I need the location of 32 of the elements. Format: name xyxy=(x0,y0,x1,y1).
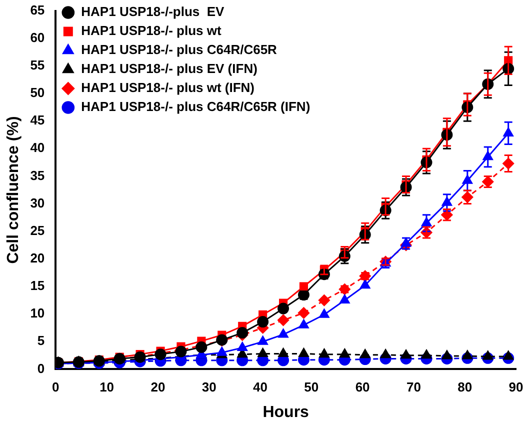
y-tick-label: 20 xyxy=(30,250,45,266)
y-tick-label: 55 xyxy=(30,58,45,73)
y-tick-label: 50 xyxy=(30,85,45,100)
x-tick-label: 40 xyxy=(253,380,268,395)
y-tick-label: 45 xyxy=(30,112,45,128)
y-tick-label: 5 xyxy=(37,333,45,348)
y-tick-label: 15 xyxy=(30,278,45,294)
y-tick-label: 35 xyxy=(30,168,45,183)
x-tick-label: 30 xyxy=(202,380,216,395)
y-tick-label: 40 xyxy=(30,140,45,156)
x-tick-label: 10 xyxy=(100,380,114,395)
x-axis-title: Hours xyxy=(262,404,310,421)
y-axis-title: Cell confluence (%) xyxy=(5,116,22,264)
x-tick-label: 50 xyxy=(304,380,319,395)
y-tick-label: 30 xyxy=(30,195,45,210)
y-tick-label: 0 xyxy=(37,360,45,376)
y-tick-label: 65 xyxy=(30,2,45,18)
x-tick-label: 70 xyxy=(406,380,421,395)
legend-label: HAP1 USP18-/- plus C64R/C65R xyxy=(81,42,278,58)
legend-label: HAP1 USP18-/- plus wt (IFN) xyxy=(81,80,255,96)
y-tick-label: 25 xyxy=(30,222,45,238)
y-tick-label: 10 xyxy=(30,306,45,321)
x-tick-label: 0 xyxy=(52,380,60,395)
x-tick-label: 20 xyxy=(150,380,166,395)
x-tick-label: 80 xyxy=(458,380,472,395)
y-tick-label: 60 xyxy=(30,30,45,45)
x-tick-label: 60 xyxy=(355,380,370,395)
x-tick-label: 90 xyxy=(508,380,524,395)
legend-label: HAP1 USP18-/-plus EV xyxy=(81,4,225,20)
legend-label: HAP1 USP18-/- plus C64R/C65R (IFN) xyxy=(81,99,310,114)
legend-label: HAP1 USP18-/- plus wt xyxy=(81,23,222,38)
legend-label: HAP1 USP18-/- plus EV (IFN) xyxy=(81,61,258,76)
